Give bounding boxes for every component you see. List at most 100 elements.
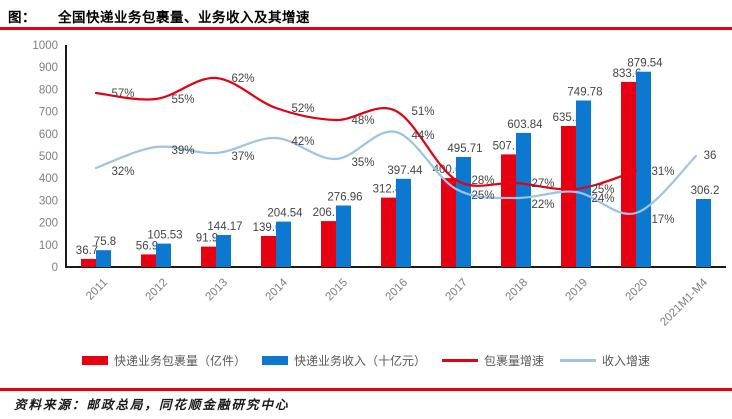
footer-divider <box>0 388 732 391</box>
y-axis-tick: 400 <box>39 173 58 185</box>
bar-value-label: 139.6 <box>253 222 282 234</box>
bar <box>201 246 216 267</box>
bar <box>636 71 651 267</box>
bar <box>501 154 516 267</box>
growth-percent-label: 62% <box>231 73 254 85</box>
bar <box>261 236 276 267</box>
legend-bar-swatch <box>81 356 108 365</box>
bar <box>276 221 291 267</box>
growth-percent-label: 36 <box>704 150 717 162</box>
figure-title-text: 全国快递业务包裹量、业务收入及其增速 <box>58 10 310 25</box>
parcel-growth-line <box>94 76 638 191</box>
legend-label: 包裹量增速 <box>484 354 545 368</box>
growth-percent-label: 44% <box>411 130 434 142</box>
bar-value-label: 276.96 <box>327 192 362 204</box>
bar <box>321 221 336 267</box>
growth-percent-label: 25% <box>591 184 614 196</box>
bar <box>381 197 396 267</box>
growth-percent-label: 55% <box>171 94 194 106</box>
bar <box>576 100 591 267</box>
x-axis-label: 2019 <box>564 277 591 304</box>
bar-value-label: 312.8 <box>373 184 402 196</box>
legend-label: 快递业务包裹量（亿件） <box>113 354 246 368</box>
x-axis-label: 2017 <box>444 277 471 304</box>
legend-item: 收入增速 <box>560 352 650 369</box>
growth-percent-label: 52% <box>291 103 314 115</box>
x-axis-label: 2018 <box>504 277 531 304</box>
bar <box>441 178 456 267</box>
bar-value-label: 204.54 <box>267 208 303 220</box>
growth-percent-label: 39% <box>171 145 194 157</box>
bar <box>456 157 471 267</box>
legend-line-swatch <box>560 359 597 362</box>
x-axis-label: 2016 <box>384 277 411 304</box>
bar-value-label: 306.2 <box>691 185 720 197</box>
y-axis-tick: 700 <box>39 107 58 119</box>
x-axis-label: 2014 <box>264 276 291 303</box>
bar-value-label: 75.8 <box>94 236 116 248</box>
legend-item: 快递业务包裹量（亿件） <box>81 352 246 369</box>
x-axis-label: 2013 <box>204 277 231 304</box>
bar <box>81 258 96 267</box>
combo-chart: 0 100 200 300 400 500 600 700 800 900 1000 2011 2012… <box>32 40 726 329</box>
bar-value-label: 397.44 <box>387 165 423 177</box>
bar <box>336 205 351 267</box>
source-note: 资料来源：邮政总局，同花顺金融研究中心 <box>14 398 290 412</box>
growth-percent-label: 35% <box>351 157 374 169</box>
bar-value-label: 36.7 <box>76 245 98 257</box>
growth-percent-label: 17% <box>651 214 674 226</box>
legend-label: 收入增速 <box>602 354 651 368</box>
bar-value-label: 206.7 <box>313 207 342 219</box>
growth-percent-label: 42% <box>291 136 314 148</box>
y-axis-tick: 0 <box>52 262 58 274</box>
growth-percent-label: 57% <box>111 88 134 100</box>
bar <box>156 243 171 267</box>
y-axis-tick: 600 <box>39 129 58 141</box>
legend-item: 包裹量增速 <box>442 352 544 369</box>
figure-title: 图： 全国快递业务包裹量、业务收入及其增速 <box>8 6 310 26</box>
bar-value-label: 879.54 <box>627 58 663 70</box>
x-axis-label: 2011 <box>84 277 110 303</box>
chart-legend: 快递业务包裹量（亿件） 快递业务收入（十亿元） 包裹量增速 收入增速 <box>0 352 732 369</box>
legend-item: 快递业务收入（十亿元） <box>261 352 426 369</box>
bar <box>96 250 111 267</box>
bar-value-label: 56.9 <box>136 240 158 252</box>
growth-percent-label: 24% <box>591 193 614 205</box>
bar <box>696 199 711 267</box>
growth-percent-label: 37% <box>231 151 254 163</box>
x-axis-label: 2020 <box>624 277 651 304</box>
growth-percent-label: 27% <box>531 178 554 190</box>
x-axis-label: 2015 <box>324 277 351 304</box>
growth-percent-label: 32% <box>111 166 134 178</box>
bar <box>396 178 411 267</box>
x-axis-label: 2021M1-M4 <box>658 276 710 328</box>
growth-percent-label: 22% <box>531 199 554 211</box>
bar-value-label: 495.71 <box>447 143 482 155</box>
bar-value-label: 603.84 <box>507 119 543 131</box>
growth-percent-label: 25% <box>471 190 494 202</box>
bar <box>141 254 156 267</box>
legend-line-swatch <box>442 359 478 362</box>
y-axis-tick: 100 <box>39 240 58 252</box>
title-divider <box>0 27 732 30</box>
revenue-growth-line <box>94 130 698 216</box>
y-axis-tick: 300 <box>39 195 58 207</box>
y-axis-tick: 900 <box>39 62 58 74</box>
bar-value-label: 91.9 <box>196 233 218 245</box>
growth-percent-label: 48% <box>351 115 374 127</box>
y-axis-tick: 500 <box>39 151 58 163</box>
y-axis-tick: 200 <box>39 218 58 230</box>
bar <box>561 126 576 267</box>
figure-label: 图： <box>8 10 36 25</box>
bar-value-label: 635.2 <box>553 112 582 124</box>
bar <box>516 132 531 267</box>
legend-bar-swatch <box>261 356 288 365</box>
growth-percent-label: 51% <box>411 106 434 118</box>
growth-percent-label: 28% <box>471 175 494 187</box>
bar-value-label: 105.53 <box>147 230 182 242</box>
bar <box>216 235 231 267</box>
y-axis-tick: 800 <box>39 84 58 96</box>
bar-value-label: 144.17 <box>207 221 242 233</box>
bar-value-label: 749.78 <box>567 87 602 99</box>
x-axis-label: 2012 <box>144 277 171 304</box>
